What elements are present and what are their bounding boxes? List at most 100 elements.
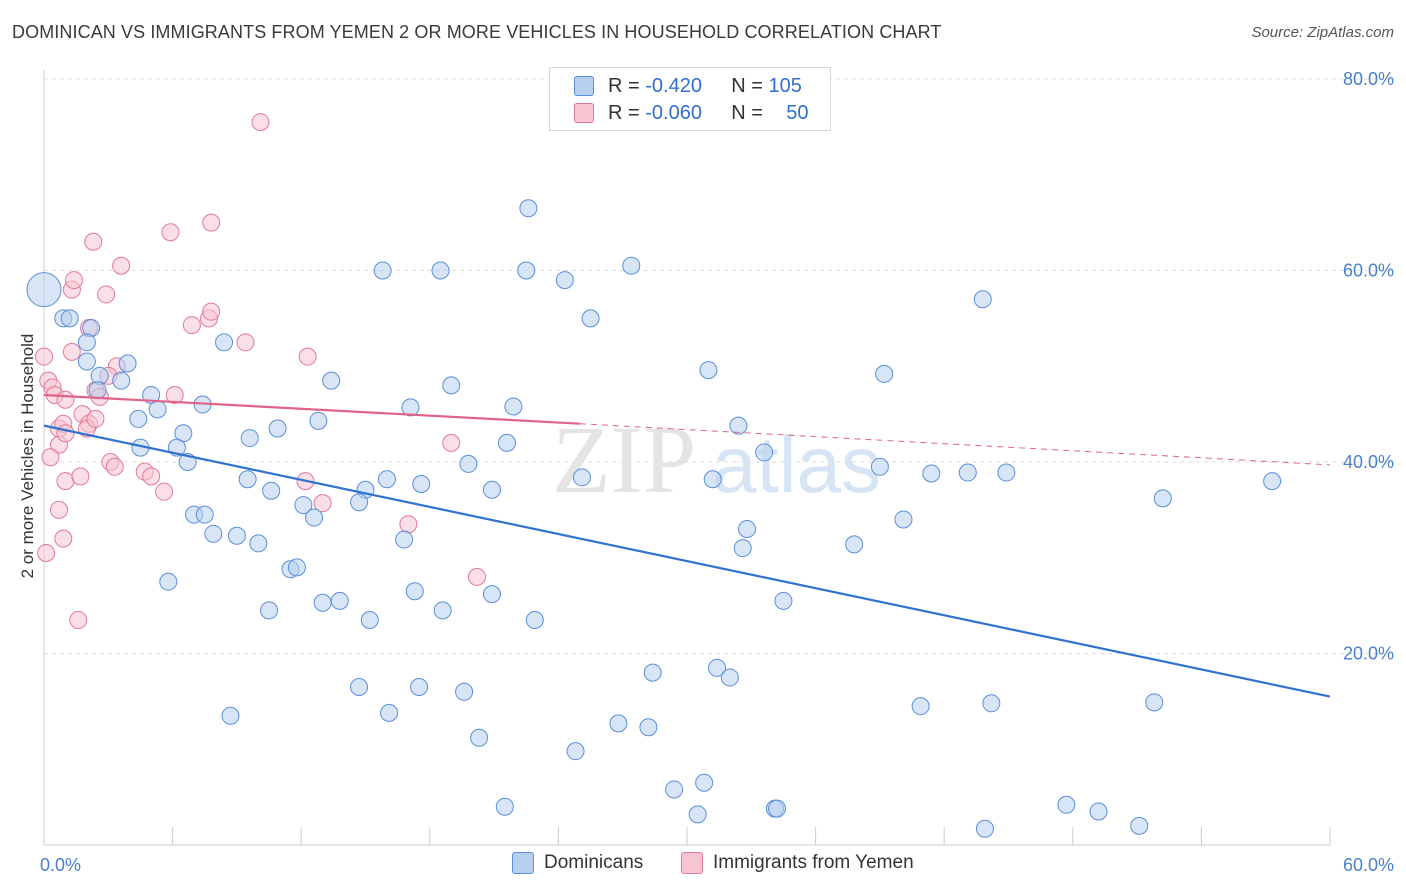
watermark-zip: ZIP [552,406,696,513]
x-tick-label-min: 0.0% [40,855,81,875]
x-tick-label-max: 60.0% [1343,855,1394,875]
point-dominican [412,475,431,494]
point-dominican [129,409,148,428]
point-yemen [161,223,180,242]
legend-item-yemen[interactable]: Immigrants from Yemen [681,852,914,874]
point-dominican [643,663,662,682]
y-tick-label: 20.0% [1343,644,1394,664]
point-dominican [517,261,536,280]
point-yemen [62,342,81,361]
point-yemen [65,271,84,290]
legend-r-label: R = [608,74,640,97]
point-dominican [360,610,379,629]
y-tick-labels: 20.0% 40.0% 60.0% 80.0% [1343,69,1394,664]
point-dominican [708,658,727,677]
legend-n-label: N = [731,101,763,124]
point-dominican [982,694,1001,713]
point-dominican [410,678,429,697]
point-dominican [322,371,341,390]
point-dominican [566,742,585,761]
point-dominican [262,481,281,500]
watermark: ZIP atlas [552,406,881,513]
point-dominican [845,535,864,554]
point-dominican [238,470,257,489]
point-yemen [202,213,221,232]
point-dominican [118,354,137,373]
point-dominican [894,510,913,529]
y-tick-label: 40.0% [1343,452,1394,472]
point-dominican [405,582,424,601]
point-yemen [236,333,255,352]
legend-item-dominicans[interactable]: Dominicans [512,852,643,874]
point-dominican [215,333,234,352]
point-dominican [380,703,399,722]
point-dominican [975,819,994,838]
point-dominican [495,797,514,816]
point-yemen [50,500,69,519]
legend-row-dominicans: R = -0.420 N = 105 [574,73,802,99]
point-dominican [227,526,246,545]
point-dominican [309,411,328,430]
trend-line-yemen-extrapolated [579,423,1331,466]
point-dominican [350,493,369,512]
point-dominican [699,361,718,380]
legend-swatch-blue [574,76,594,96]
watermark-atlas: atlas [712,420,881,509]
point-dominican [240,429,259,448]
point-dominican [1145,693,1164,712]
point-dominican [431,261,450,280]
point-dominican [997,463,1016,482]
point-dominican [519,199,538,218]
point-dominican [112,371,131,390]
point-yemen [54,529,73,548]
point-yemen [467,567,486,586]
point-dominican [1057,795,1076,814]
point-dominican [622,256,641,275]
source-credit: Source: ZipAtlas.com [1251,24,1394,41]
point-dominican [497,433,516,452]
legend-swatch-pink [574,103,594,123]
y-axis-label: 2 or more Vehicles in Household [18,334,37,579]
point-dominican [313,593,332,612]
legend-swatch-dominicans [512,852,534,874]
point-dominican [433,601,452,620]
y-tick-label: 80.0% [1343,69,1394,89]
point-yemen [97,285,116,304]
point-dominican [268,419,287,438]
legend-n-label: N = [731,74,763,97]
point-dominican [755,443,774,462]
y-tick-label: 60.0% [1343,261,1394,281]
point-dominican [373,261,392,280]
legend-label-dominicans: Dominicans [544,852,644,873]
point-dominican [525,610,544,629]
point-dominican [195,505,214,524]
point-dominican [249,534,268,553]
point-dominican [1130,816,1149,835]
point-dominican [922,464,941,483]
point-dominican [875,364,894,383]
point-dominican [703,470,722,489]
trend-lines [43,393,1331,698]
point-yemen [84,232,103,251]
legend-label-yemen: Immigrants from Yemen [713,852,914,873]
point-dominican [377,470,396,489]
point-yemen [105,457,124,476]
point-yemen [142,467,161,486]
point-dominican [482,480,501,499]
point-dominican [733,539,752,558]
trend-line-yemen [43,393,580,425]
point-dominican [455,682,474,701]
legend-swatch-yemen [681,852,703,874]
point-yemen [37,543,56,562]
legend-row-yemen: R = -0.060 N = 50 [574,100,809,126]
point-yemen [202,302,221,321]
point-dominican [395,530,414,549]
point-dominican [260,601,279,620]
legend-r-value: -0.060 [645,101,702,124]
point-dominican [60,309,79,328]
legend-r-value: -0.420 [645,74,702,97]
point-dominican [870,457,889,476]
point-dominican [305,508,324,527]
point-dominican [77,333,96,352]
point-dominican [911,697,930,716]
